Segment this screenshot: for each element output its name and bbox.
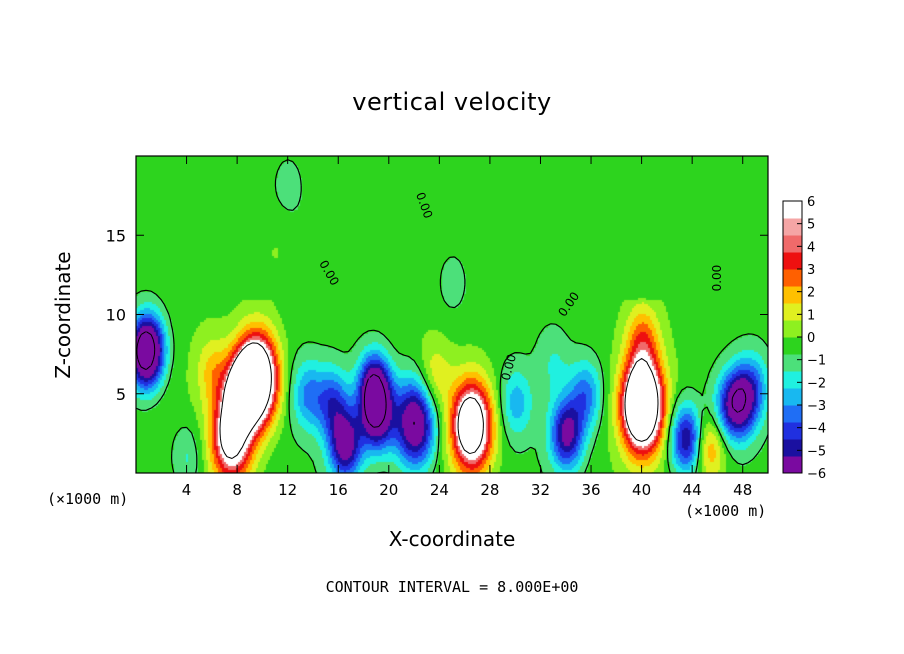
contour-zero bbox=[135, 159, 769, 474]
colorbar-tick-label: −6 bbox=[807, 467, 826, 482]
y-tick-label: 5 bbox=[116, 385, 126, 404]
colorbar-tick-label: 2 bbox=[807, 286, 815, 301]
colorbar-tick-label: 3 bbox=[807, 263, 815, 278]
contour-interval-note: CONTOUR INTERVAL = 8.000E+00 bbox=[325, 578, 579, 596]
y-tick-label: 10 bbox=[106, 306, 126, 325]
colorbar-tick-label: 1 bbox=[807, 308, 815, 323]
colorbar-tick-label: −5 bbox=[807, 444, 826, 459]
colorbar-tick-label: 4 bbox=[807, 240, 815, 255]
colorbar-segment bbox=[783, 456, 802, 474]
x-tick-label: 28 bbox=[480, 481, 499, 499]
contour-label: 0.00 bbox=[499, 353, 519, 382]
colorbar-segment bbox=[783, 320, 802, 338]
colorbar-segment bbox=[783, 388, 802, 406]
x-tick-label: 44 bbox=[683, 481, 702, 499]
x-tick-label: 20 bbox=[379, 481, 398, 499]
x-unit-label-right: (×1000 m) bbox=[685, 502, 767, 520]
colorbar-segment bbox=[783, 286, 802, 304]
x-tick-label: 32 bbox=[531, 481, 550, 499]
x-tick-label: 24 bbox=[430, 481, 449, 499]
colorbar-segment bbox=[783, 252, 802, 270]
colorbar-tick-label: −3 bbox=[807, 399, 826, 414]
y-axis-label: Z-coordinate bbox=[51, 251, 75, 379]
colorbar-segment bbox=[783, 201, 802, 219]
x-axis-label: X-coordinate bbox=[388, 527, 516, 551]
x-tick-label: 48 bbox=[733, 481, 752, 499]
x-tick-label: 40 bbox=[632, 481, 651, 499]
colorbar-segment bbox=[783, 235, 802, 253]
colorbar-tick-label: 0 bbox=[807, 331, 815, 346]
x-unit-label-left: (×1000 m) bbox=[47, 490, 129, 508]
y-tick-label: 15 bbox=[106, 226, 126, 245]
colorbar-segment bbox=[783, 371, 802, 389]
colorbar-segment bbox=[783, 269, 802, 287]
x-tick-label: 8 bbox=[232, 481, 242, 499]
colorbar-segment bbox=[783, 439, 802, 457]
colorbar-segment bbox=[783, 303, 802, 321]
colorbar: 6 5 4 3 2 1 0 −1 −2 −3 −4 −5 −6 bbox=[782, 195, 826, 482]
colorbar-tick-label: −2 bbox=[807, 376, 826, 391]
colorbar-tick-label: 6 bbox=[807, 195, 815, 210]
colorbar-tick-label: −1 bbox=[807, 354, 826, 369]
colorbar-segment bbox=[783, 405, 802, 423]
contour-positive bbox=[219, 342, 659, 459]
x-tick-label: 12 bbox=[278, 481, 297, 499]
x-tick-label: 16 bbox=[329, 481, 348, 499]
colorbar-segment bbox=[783, 337, 802, 355]
x-tick-label: 36 bbox=[581, 481, 600, 499]
colorbar-segment bbox=[783, 218, 802, 236]
chart-title: vertical velocity bbox=[352, 88, 552, 116]
colorbar-tick-label: 5 bbox=[807, 218, 815, 233]
contour-label: 0.00 bbox=[710, 265, 724, 292]
heatmap-image bbox=[136, 156, 768, 473]
colorbar-tick-label: −4 bbox=[807, 422, 826, 437]
contour-negative bbox=[136, 331, 747, 428]
colorbar-segment bbox=[783, 354, 802, 372]
colorbar-segment bbox=[783, 422, 802, 440]
x-tick-label: 4 bbox=[182, 481, 192, 499]
plot-area bbox=[136, 156, 768, 473]
